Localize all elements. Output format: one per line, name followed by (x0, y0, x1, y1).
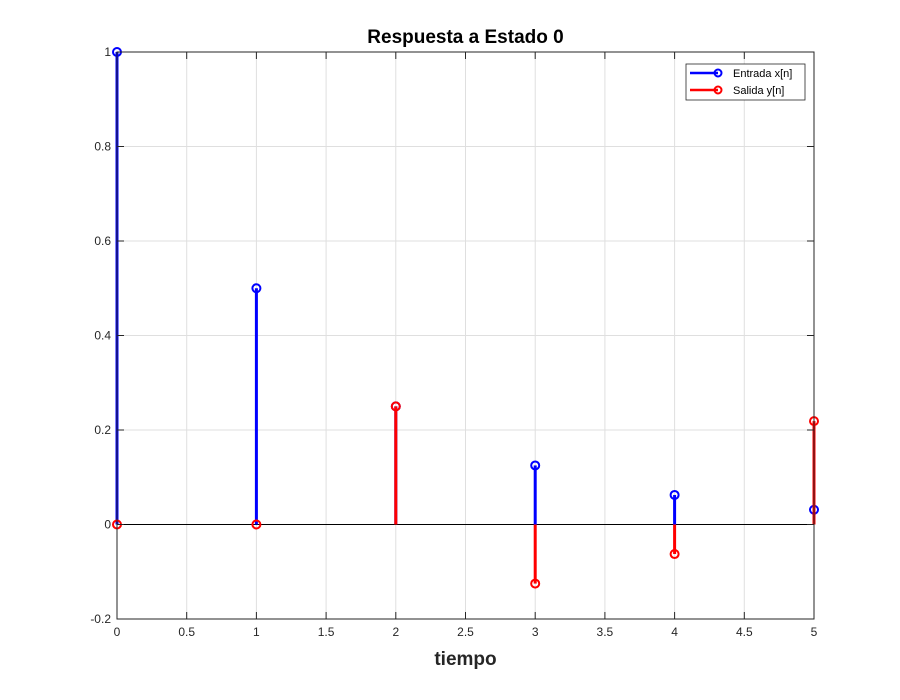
stem-marker (530, 578, 541, 589)
x-tick-label: 4 (671, 625, 678, 639)
ticks (116, 51, 815, 620)
legend-box (685, 63, 806, 101)
x-tick-labels: 0 0.5 1 1.5 2 2.5 3 3.5 4 4.5 5 (114, 625, 818, 639)
legend-label: Entrada x[n] (733, 68, 792, 80)
legend-items: Entrada x[n] Salida y[n] (690, 68, 792, 97)
chart-title: Respuesta a Estado 0 (367, 27, 563, 48)
y-tick-label: 0.6 (94, 234, 111, 248)
x-tick-label: 4.5 (736, 625, 753, 639)
stem-marker (669, 489, 680, 500)
y-tick-label: 0.4 (94, 329, 111, 343)
y-tick-label: 0.2 (94, 423, 111, 437)
x-tick-label: 5 (811, 625, 818, 639)
legend-label: Salida y[n] (733, 85, 784, 97)
stem-marker (251, 283, 262, 294)
x-tick-label: 0.5 (178, 625, 195, 639)
legend-swatch-marker (713, 68, 723, 78)
y-tick-labels: -0.2 0 0.2 0.4 0.6 0.8 1 (90, 45, 111, 626)
stem-marker (530, 460, 541, 471)
x-axis-label: tiempo (434, 649, 496, 670)
x-tick-label: 1 (253, 625, 260, 639)
x-tick-label: 1.5 (318, 625, 335, 639)
x-tick-label: 2 (392, 625, 399, 639)
y-tick-label: 1 (104, 45, 111, 59)
stem-marker (669, 549, 680, 560)
y-tick-label: -0.2 (90, 612, 111, 626)
legend: Entrada x[n] Salida y[n] (685, 63, 806, 101)
x-tick-label: 2.5 (457, 625, 474, 639)
x-tick-label: 0 (114, 625, 121, 639)
stem-marker (390, 401, 401, 412)
y-tick-label: 0.8 (94, 140, 111, 154)
legend-swatch-marker (713, 85, 723, 95)
stem-marker (251, 519, 262, 530)
x-tick-label: 3.5 (597, 625, 614, 639)
x-tick-label: 3 (532, 625, 539, 639)
y-tick-label: 0 (104, 518, 111, 532)
